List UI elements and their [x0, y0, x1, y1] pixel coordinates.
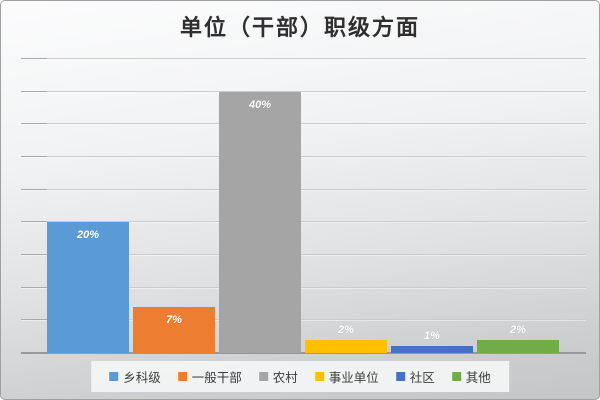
axis-tick	[21, 123, 47, 125]
axis-tick	[21, 286, 47, 288]
legend: 乡科级 一般干部 农村 事业单位 社区 其他	[91, 361, 509, 392]
legend-item-乡科级[interactable]: 乡科级	[109, 367, 161, 386]
gridline-10	[21, 286, 586, 288]
gridline-20	[21, 221, 586, 223]
gridline-40	[21, 90, 586, 92]
bar-事业单位[interactable]: 2%	[305, 324, 387, 353]
axis-tick	[21, 58, 47, 59]
axis-tick	[21, 90, 47, 92]
legend-item-事业单位[interactable]: 事业单位	[314, 367, 379, 386]
bar-data-label: 7%	[166, 314, 182, 327]
x-axis-line	[21, 352, 586, 354]
legend-item-其他[interactable]: 其他	[451, 367, 491, 386]
legend-swatch-icon	[109, 372, 119, 381]
axis-tick	[21, 156, 47, 157]
bar-乡科级[interactable]: 20%	[47, 222, 129, 353]
legend-item-一般干部[interactable]: 一般干部	[177, 367, 242, 386]
bar-data-label: 20%	[76, 229, 100, 242]
gridline-35	[21, 123, 586, 125]
bar-data-label: 2%	[510, 323, 526, 336]
chart-title: 单位（干部）职级方面	[179, 15, 420, 40]
bar-社区[interactable]: 1%	[391, 330, 473, 353]
bar-data-label: 2%	[338, 323, 354, 336]
plot-area: 20% 7% 40% 2% 1% 2%	[21, 58, 586, 354]
legend-item-农村[interactable]: 农村	[258, 367, 298, 386]
bar-其他[interactable]: 2%	[477, 324, 559, 353]
legend-label: 其他	[465, 371, 491, 385]
legend-swatch-icon	[451, 372, 461, 381]
bar-一般干部[interactable]: 7%	[133, 307, 215, 353]
legend-label: 乡科级	[123, 371, 161, 385]
legend-label: 农村	[272, 371, 298, 385]
legend-item-社区[interactable]: 社区	[395, 367, 435, 386]
legend-swatch-icon	[258, 372, 268, 381]
gridline-45	[21, 58, 586, 59]
gridline-5	[21, 319, 586, 321]
axis-tick	[21, 221, 47, 223]
legend-swatch-icon	[314, 372, 324, 381]
bar-农村[interactable]: 40%	[219, 91, 301, 353]
legend-label: 一般干部	[191, 371, 242, 385]
legend-swatch-icon	[177, 372, 187, 381]
bars-container: 20% 7% 40% 2% 1% 2%	[47, 59, 559, 353]
bar-data-label: 40%	[248, 98, 272, 111]
gridline-25	[21, 188, 586, 190]
legend-label: 事业单位	[328, 371, 379, 385]
bar-data-label: 1%	[424, 330, 440, 343]
legend-swatch-icon	[395, 372, 405, 381]
axis-tick	[21, 188, 47, 190]
gridline-30	[21, 156, 586, 157]
gridline-15	[21, 254, 586, 255]
legend-label: 社区	[409, 371, 435, 385]
axis-tick	[21, 254, 47, 255]
axis-tick	[21, 319, 47, 321]
